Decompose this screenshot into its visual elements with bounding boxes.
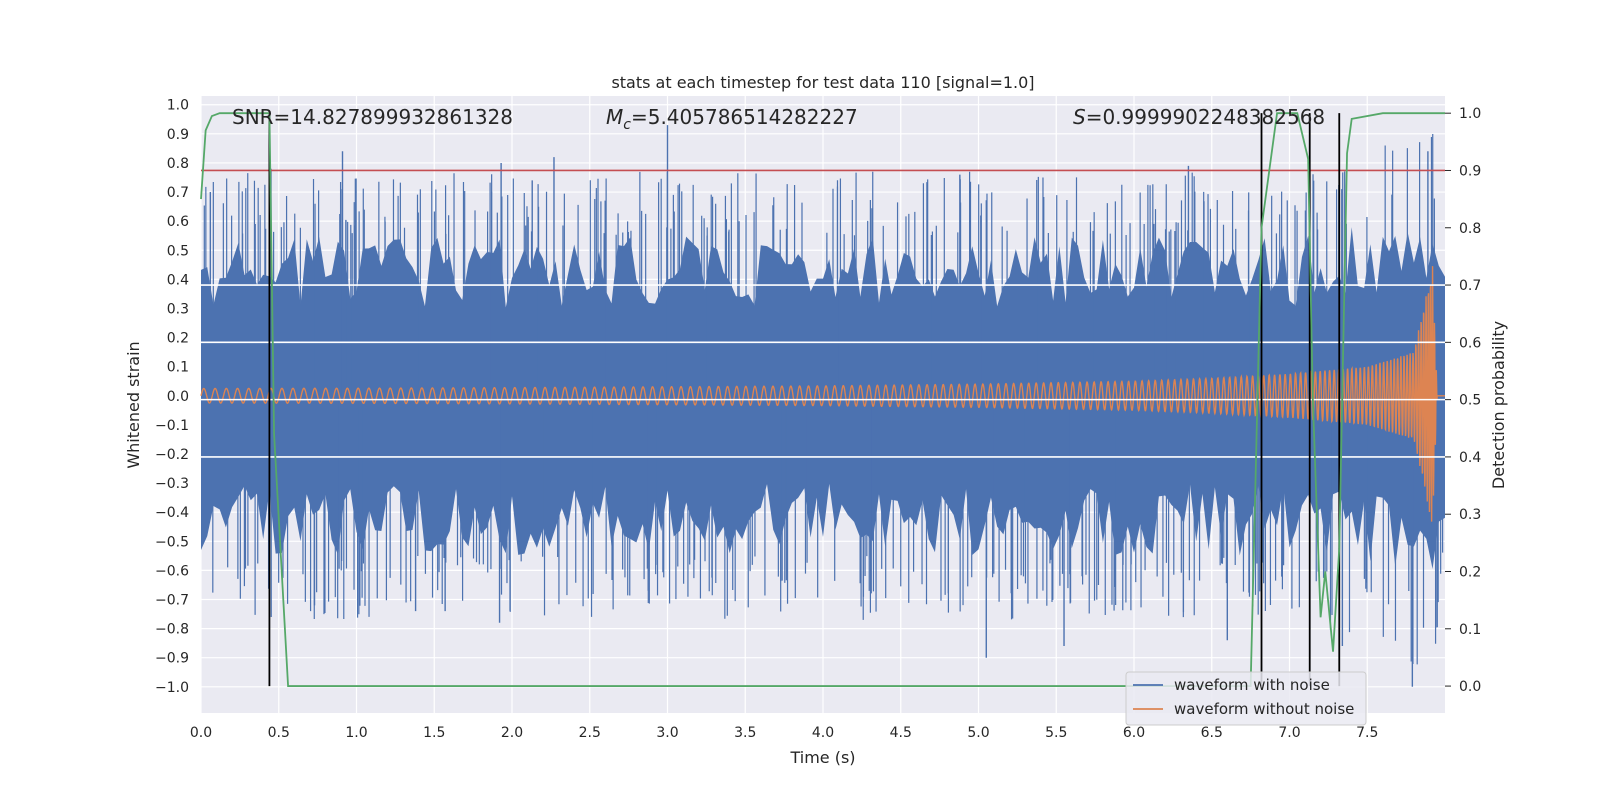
y-left-tick-label: 0.0: [167, 389, 189, 405]
chirp-mass-subscript: c: [623, 117, 631, 133]
y-left-tick-label: 0.4: [167, 272, 189, 288]
overlay-lines: [201, 113, 1445, 687]
y-right-tick-label: 0.9: [1459, 163, 1481, 179]
y-left-tick-label: 1.0: [167, 98, 189, 114]
y-left-tick-label: 0.3: [167, 301, 189, 317]
chirp-mass-symbol: M: [606, 105, 623, 129]
legend: waveform with noise waveform without noi…: [1125, 671, 1367, 726]
x-tick-label: 6.5: [1201, 725, 1223, 741]
y-left-axis-ticks: 1.0 0.9 0.8 0.7 0.6 0.5 0.4 0.3 0.2 0.1 0.0 −0.1 −0.…: [155, 98, 189, 696]
chart-title: stats at each timestep for test data 110…: [611, 73, 1034, 92]
clean-waveform-line: [200, 266, 1445, 522]
y-right-tick-label: 0.8: [1459, 221, 1481, 237]
x-tick-label: 7.0: [1278, 725, 1300, 741]
x-tick-label: 4.5: [890, 725, 912, 741]
legend-box: [1125, 671, 1367, 726]
y-axis-left-label: Whitened strain: [124, 341, 143, 468]
y-left-tick-label: −0.5: [155, 534, 189, 550]
x-tick-label: 3.0: [656, 725, 678, 741]
x-tick-label: 5.0: [967, 725, 989, 741]
y-left-tick-label: 0.6: [167, 214, 189, 230]
legend-label-clean: waveform without noise: [1174, 700, 1354, 718]
x-axis-label: Time (s): [789, 748, 855, 767]
y-left-tick-label: 0.8: [167, 156, 189, 172]
y-right-axis-ticks: 1.0 0.9 0.8 0.7 0.6 0.5 0.4 0.3 0.2 0.1 0.0: [1445, 106, 1481, 695]
y-left-tick-label: −0.2: [155, 447, 189, 463]
y-left-tick-label: −0.3: [155, 476, 189, 492]
series-waveform-without-noise: [200, 266, 1445, 522]
chirp-mass-annotation: Mc=5.405786514282227: [606, 105, 858, 133]
x-tick-label: 3.5: [734, 725, 756, 741]
chirp-mass-value: =5.405786514282227: [631, 105, 858, 129]
x-tick-label: 2.0: [501, 725, 523, 741]
snr-annotation: SNR=14.827899932861328: [232, 105, 513, 129]
x-tick-label: 6.0: [1123, 725, 1145, 741]
y-right-tick-label: 0.4: [1459, 450, 1481, 466]
y-left-tick-label: 0.9: [167, 127, 189, 143]
x-tick-label: 2.5: [579, 725, 601, 741]
legend-label-noise: waveform with noise: [1174, 676, 1330, 694]
y-left-tick-label: 0.5: [167, 243, 189, 259]
y-left-tick-label: −0.6: [155, 563, 189, 579]
x-tick-label: 0.0: [190, 725, 212, 741]
x-tick-label: 4.0: [812, 725, 834, 741]
y-left-tick-label: −0.7: [155, 592, 189, 608]
y-right-tick-label: 0.7: [1459, 278, 1481, 294]
y-right-tick-label: 0.2: [1459, 564, 1481, 580]
y-right-tick-label: 0.6: [1459, 335, 1481, 351]
x-tick-label: 1.0: [345, 725, 367, 741]
score-value: =0.9999902248382568: [1086, 105, 1325, 129]
y-right-tick-label: 0.5: [1459, 393, 1481, 409]
y-left-tick-label: 0.2: [167, 331, 189, 347]
y-right-tick-label: 0.3: [1459, 507, 1481, 523]
x-axis-ticks: 0.0 0.5 1.0 1.5 2.0 2.5 3.0 3.5 4.0 4.5 5.0 5.5 6.0 6…: [190, 725, 1379, 741]
y-right-tick-label: 0.1: [1459, 622, 1481, 638]
x-tick-label: 0.5: [268, 725, 290, 741]
y-left-tick-label: 0.1: [167, 360, 189, 376]
x-tick-label: 1.5: [423, 725, 445, 741]
y-left-tick-label: −1.0: [155, 680, 189, 696]
x-tick-label: 5.5: [1045, 725, 1067, 741]
score-symbol: S: [1073, 105, 1086, 129]
y-left-tick-label: −0.1: [155, 418, 189, 434]
y-axis-right-label: Detection probability: [1489, 321, 1508, 489]
y-left-tick-label: −0.4: [155, 505, 189, 521]
y-left-tick-label: −0.8: [155, 622, 189, 638]
y-left-tick-label: 0.7: [167, 185, 189, 201]
y-right-tick-label: 1.0: [1459, 106, 1481, 122]
y-right-tick-label: 0.0: [1459, 679, 1481, 695]
score-annotation: S=0.9999902248382568: [1073, 105, 1325, 129]
y-left-tick-label: −0.9: [155, 651, 189, 667]
x-tick-label: 7.5: [1356, 725, 1378, 741]
